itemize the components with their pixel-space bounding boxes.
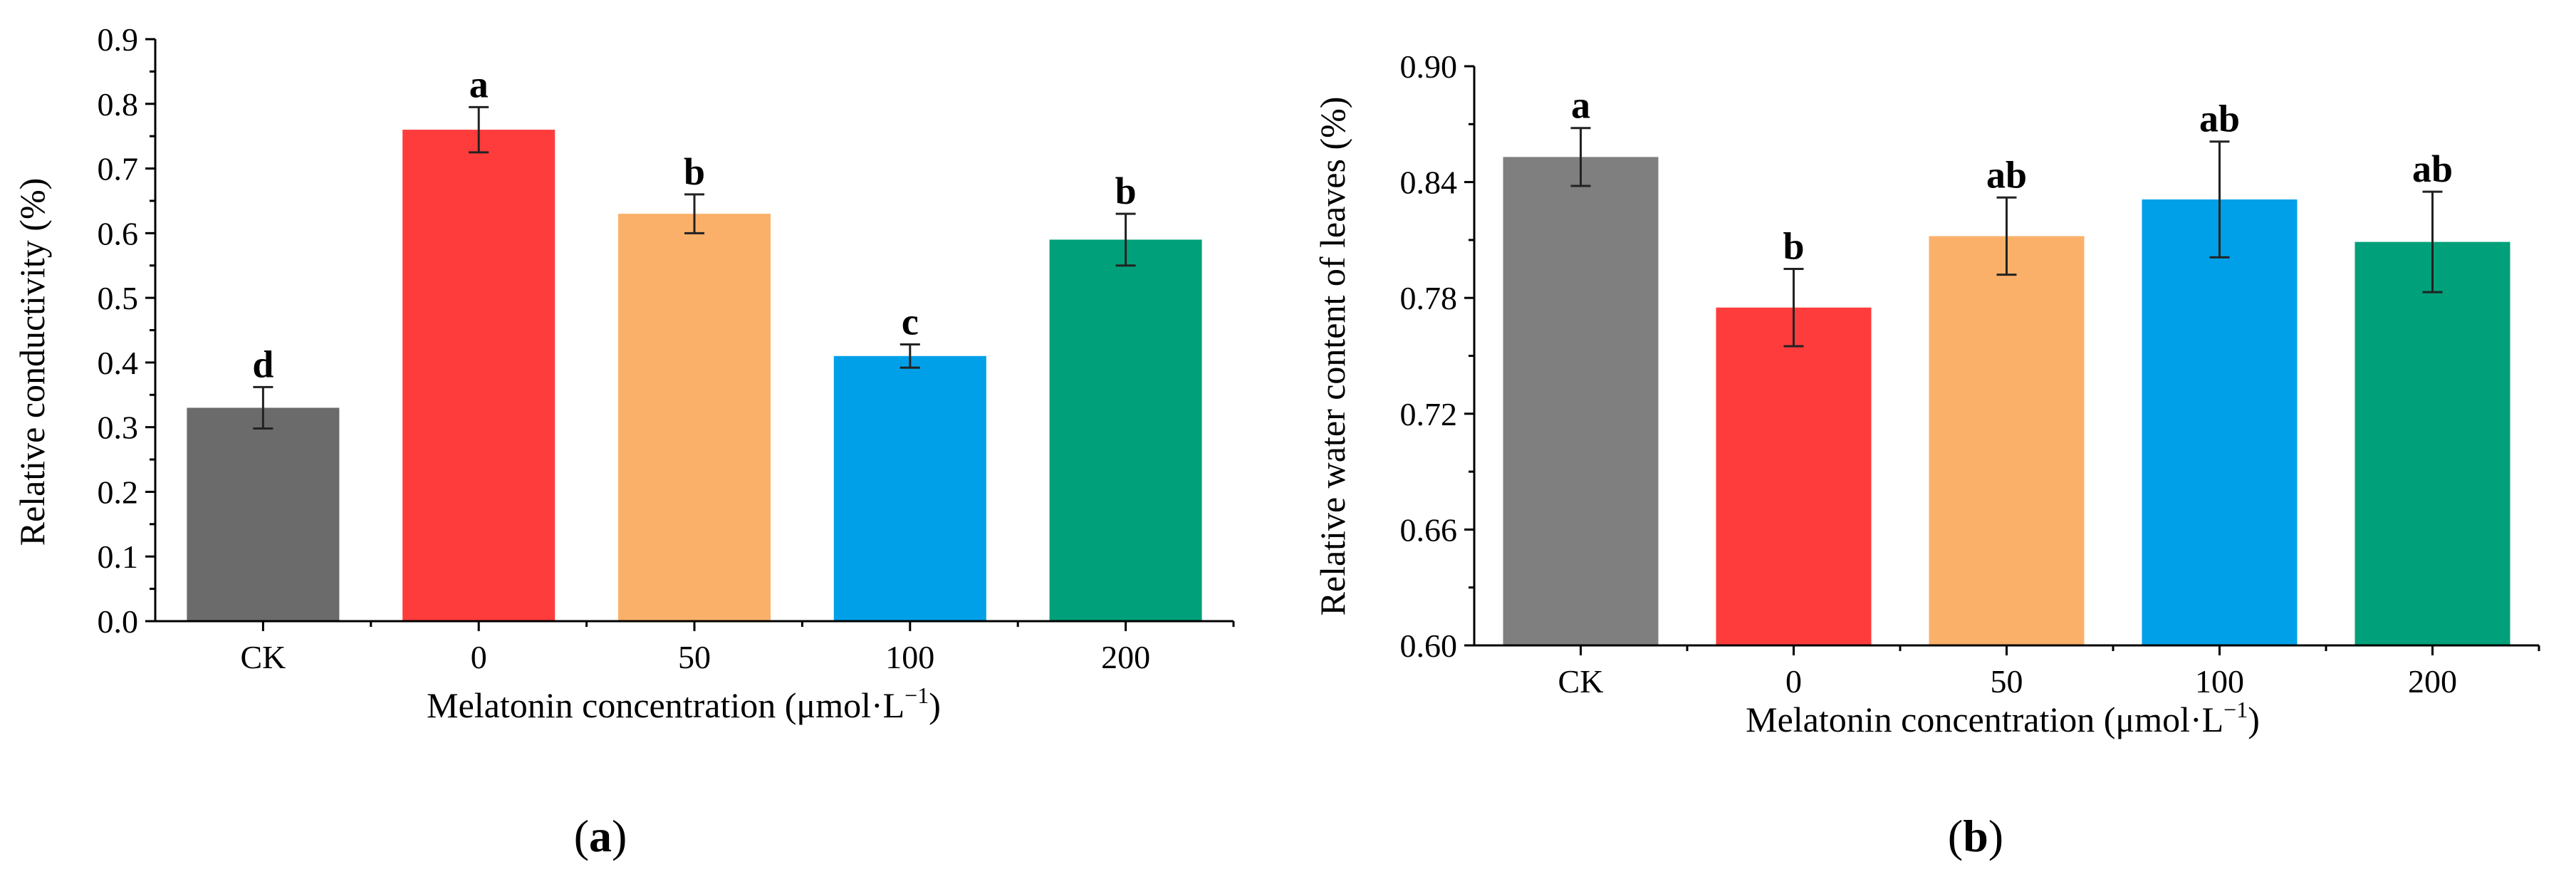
panel-a-label: (a) xyxy=(574,811,627,861)
panel-b-bar-2 xyxy=(1929,236,2085,646)
panel-a-chart: d a b c b 0.0 0.1 0.2 0.3 0.4 0.5 0.6 0.7 0.8 0.9 CK 0… xyxy=(12,21,1235,861)
panel-b-x-ticks: CK 0 50 100 200 xyxy=(1558,645,2540,700)
panel-b-label: (b) xyxy=(1948,811,2003,861)
panel-a-y-tick-label-8: 0.8 xyxy=(98,86,139,123)
panel-b-x-tick-label-2: 50 xyxy=(1991,663,2023,700)
panel-a-error-bar-1 xyxy=(469,105,489,154)
panel-a-bars xyxy=(187,130,1202,622)
panel-b-y-tick-label-0: 0.60 xyxy=(1400,628,1458,664)
panel-b-error-bar-0 xyxy=(1570,127,1591,187)
panel-a-bar-0 xyxy=(187,407,340,621)
panel-a-label-letter: a xyxy=(589,811,612,861)
panel-a-significance-letter-4: b xyxy=(1115,170,1137,212)
panel-a-significance-letter-1: a xyxy=(469,63,489,105)
panel-b-error-bar-1 xyxy=(1783,268,1804,348)
panel-b-y-tick-label-2: 0.72 xyxy=(1400,396,1458,432)
panel-a-y-tick-label-1: 0.1 xyxy=(98,539,139,575)
panel-a-label-open-paren: ( xyxy=(574,811,589,861)
panel-a-bar-3 xyxy=(833,355,986,621)
panel-a-error-bar-3 xyxy=(899,343,920,369)
panel-b-y-tick-label-3: 0.78 xyxy=(1400,280,1458,316)
panel-a-y-tick-label-9: 0.9 xyxy=(98,21,139,58)
panel-a-y-tick-label-6: 0.6 xyxy=(98,215,139,251)
panel-b-bar-1 xyxy=(1716,307,1872,645)
panel-a-y-tick-label-5: 0.5 xyxy=(98,280,139,316)
panel-b-label-close-paren: ) xyxy=(1988,811,2003,861)
panel-b-y-tick-label-4: 0.84 xyxy=(1400,165,1458,201)
panel-a-x-tick-label-2: 50 xyxy=(678,639,711,675)
panel-a-x-axis-title: Melatonin concentration (μmol·L−1) xyxy=(427,682,941,725)
panel-b-significance-letter-4: ab xyxy=(2412,147,2453,190)
panel-b-error-bars xyxy=(1570,127,2443,348)
panel-b-y-ticks: 0.60 0.66 0.72 0.78 0.84 0.90 xyxy=(1400,48,1474,664)
panel-a-significance-letter-3: c xyxy=(902,300,919,343)
panel-b-x-tick-label-0: CK xyxy=(1558,663,1604,700)
panel-a-bar-1 xyxy=(402,130,556,622)
panel-b-label-letter: b xyxy=(1963,811,1988,861)
panel-b-bar-4 xyxy=(2355,241,2510,645)
panel-b-x-tick-label-3: 100 xyxy=(2195,663,2244,700)
panel-b-label-open-paren: ( xyxy=(1948,811,1963,861)
panel-b-significance-letter-3: ab xyxy=(2199,98,2240,140)
panel-a-x-axis-title-main: Melatonin concentration (μmol·L xyxy=(427,685,904,725)
panel-a-x-tick-label-0: CK xyxy=(240,639,286,675)
panel-a-y-tick-label-4: 0.4 xyxy=(98,345,139,381)
panel-a-x-tick-label-1: 0 xyxy=(471,639,487,675)
panel-b-y-axis-title: Relative water content of leaves (%) xyxy=(1313,97,1352,616)
panel-a-x-tick-label-4: 200 xyxy=(1101,639,1150,675)
panel-b-bar-3 xyxy=(2142,199,2298,645)
panel-a-bar-4 xyxy=(1049,239,1202,621)
panel-b-bar-0 xyxy=(1503,157,1659,645)
panel-b-y-tick-label-1: 0.66 xyxy=(1400,511,1458,548)
panel-b-x-axis-title-main: Melatonin concentration (μmol·L xyxy=(1746,700,2223,739)
panel-a-x-tick-label-3: 100 xyxy=(885,639,934,675)
panel-b-x-axis-title-close: ) xyxy=(2248,700,2260,739)
panel-a-error-bars xyxy=(253,105,1136,430)
panel-a-error-bar-4 xyxy=(1115,212,1136,267)
panel-b-significance-letter-0: a xyxy=(1571,84,1590,127)
panel-b-x-axis-title: Melatonin concentration (μmol·L−1) xyxy=(1746,697,2260,739)
panel-a-y-axis-title: Relative conductivity (%) xyxy=(12,178,52,546)
panel-a-error-bar-0 xyxy=(253,385,273,430)
panel-b-x-tick-label-1: 0 xyxy=(1785,663,1802,700)
panel-a-x-axis-title-close: ) xyxy=(929,685,941,725)
panel-a-y-tick-label-3: 0.3 xyxy=(98,410,139,446)
panel-a-y-ticks: 0.0 0.1 0.2 0.3 0.4 0.5 0.6 0.7 0.8 0.9 xyxy=(98,21,155,640)
panel-a-x-axis-title-exponent: −1 xyxy=(904,682,929,708)
panel-b-x-axis-title-exponent: −1 xyxy=(2223,697,2248,722)
panel-b-error-bar-3 xyxy=(2209,140,2230,259)
panel-a-bar-2 xyxy=(618,214,771,622)
panel-a-x-ticks: CK 0 50 100 200 xyxy=(240,621,1235,675)
panel-a-y-tick-label-2: 0.2 xyxy=(98,474,139,510)
panel-a-label-close-paren: ) xyxy=(612,811,627,861)
panel-a-significance-letter-2: b xyxy=(684,150,705,193)
panel-b-error-bar-4 xyxy=(2422,190,2443,293)
panel-b-bars xyxy=(1503,157,2510,646)
panel-b-significance-letter-1: b xyxy=(1783,225,1804,268)
panel-a-error-bar-2 xyxy=(684,193,704,234)
panel-b-error-bar-2 xyxy=(1996,196,2017,276)
panel-a-significance-letter-0: d xyxy=(252,343,273,385)
panel-b-significance-letter-2: ab xyxy=(1986,153,2027,196)
panel-b-y-tick-label-5: 0.90 xyxy=(1400,48,1458,85)
panel-a-y-tick-label-7: 0.7 xyxy=(98,151,139,187)
panel-a-significance-letters: d a b c b xyxy=(252,63,1136,385)
panel-a-y-tick-label-0: 0.0 xyxy=(98,603,139,640)
panel-b-x-tick-label-4: 200 xyxy=(2408,663,2457,700)
